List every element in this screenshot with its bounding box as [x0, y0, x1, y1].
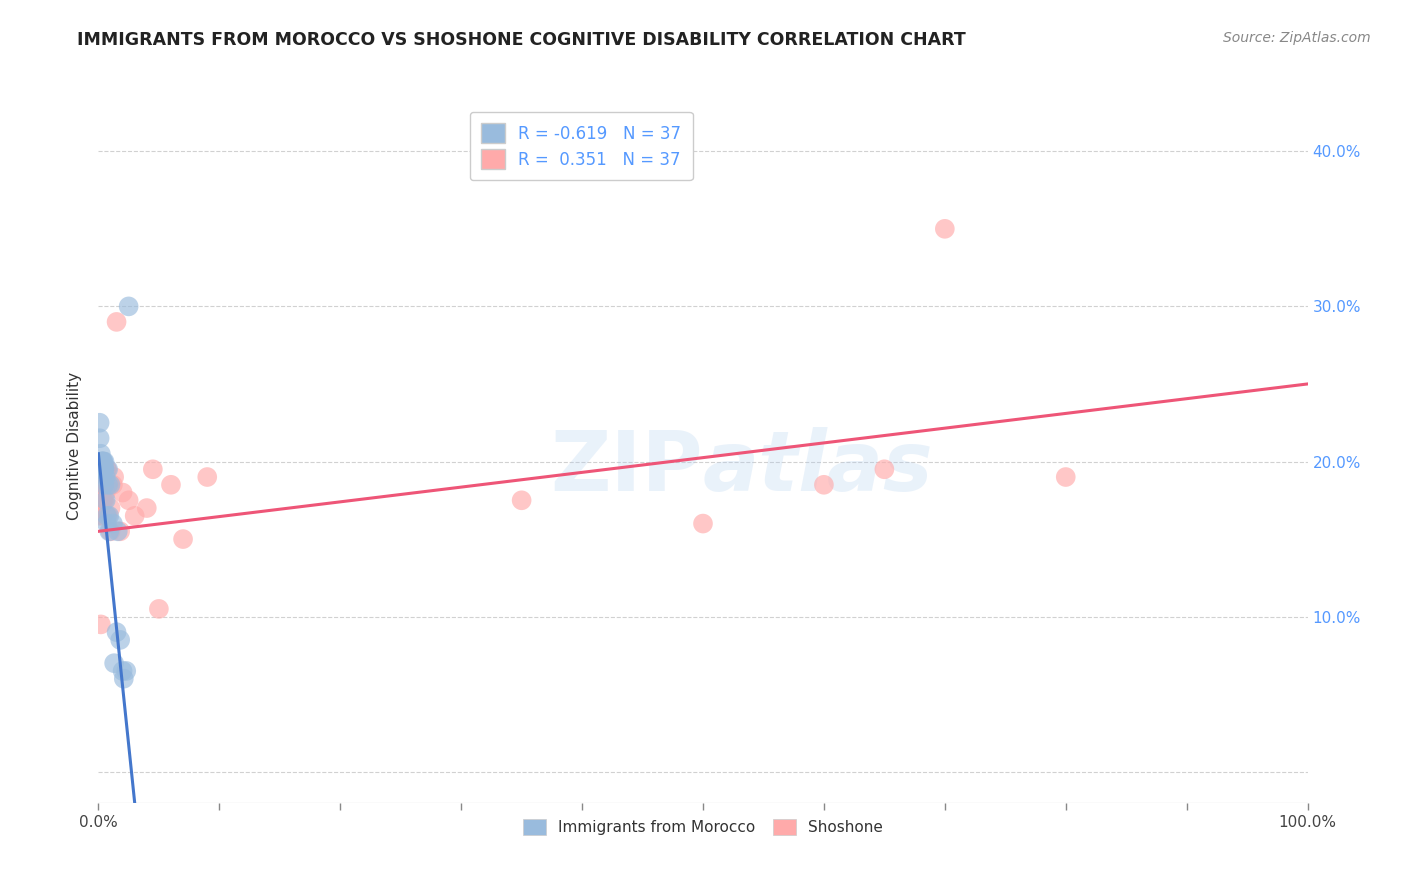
Point [105, 625, 128, 640]
Point [93, 493, 115, 508]
Point [100, 501, 122, 516]
Point [98, 477, 121, 491]
Point [934, 222, 956, 236]
Point [105, 315, 128, 329]
Point [98, 524, 121, 539]
Point [91, 462, 114, 476]
Point [97, 462, 120, 476]
Point [91, 508, 114, 523]
Point [813, 477, 835, 491]
Point [97, 477, 120, 491]
Point [91, 454, 114, 468]
Point [91, 454, 114, 468]
Point [108, 524, 131, 539]
Point [1054, 470, 1077, 484]
Point [96, 516, 118, 531]
Point [90, 462, 112, 476]
Point [91, 477, 114, 491]
Point [103, 470, 125, 484]
Point [91, 462, 114, 476]
Point [101, 477, 124, 491]
Point [135, 501, 157, 516]
Point [97, 508, 120, 523]
Point [93, 477, 115, 491]
Point [90, 454, 112, 468]
Point [94, 493, 117, 508]
Point [96, 508, 118, 523]
Point [692, 516, 714, 531]
Point [93, 462, 115, 476]
Legend: Immigrants from Morocco, Shoshone: Immigrants from Morocco, Shoshone [516, 814, 890, 841]
Point [96, 462, 118, 476]
Text: atlas: atlas [703, 427, 934, 508]
Y-axis label: Cognitive Disability: Cognitive Disability [67, 372, 83, 520]
Point [89, 416, 111, 430]
Point [94, 485, 117, 500]
Point [91, 454, 114, 468]
Point [91, 493, 114, 508]
Point [91, 462, 114, 476]
Point [98, 508, 121, 523]
Point [111, 664, 134, 678]
Point [91, 477, 114, 491]
Point [172, 532, 194, 546]
Point [91, 462, 114, 476]
Point [115, 664, 138, 678]
Point [160, 477, 183, 491]
Point [96, 462, 118, 476]
Point [148, 602, 170, 616]
Point [118, 493, 141, 508]
Point [94, 470, 117, 484]
Point [195, 470, 218, 484]
Point [111, 485, 134, 500]
Point [89, 431, 111, 445]
Point [91, 462, 114, 476]
Point [103, 656, 125, 670]
Point [107, 524, 129, 539]
Point [93, 454, 115, 468]
Point [112, 672, 135, 686]
Point [142, 462, 165, 476]
Point [100, 477, 122, 491]
Text: IMMIGRANTS FROM MOROCCO VS SHOSHONE COGNITIVE DISABILITY CORRELATION CHART: IMMIGRANTS FROM MOROCCO VS SHOSHONE COGN… [77, 31, 966, 49]
Point [90, 617, 112, 632]
Text: ZIP: ZIP [551, 427, 703, 508]
Point [90, 447, 112, 461]
Point [108, 632, 131, 647]
Point [91, 493, 114, 508]
Text: Source: ZipAtlas.com: Source: ZipAtlas.com [1223, 31, 1371, 45]
Point [510, 493, 533, 508]
Point [91, 454, 114, 468]
Point [873, 462, 896, 476]
Point [89, 508, 111, 523]
Point [124, 508, 146, 523]
Point [93, 462, 115, 476]
Point [101, 516, 124, 531]
Point [94, 477, 117, 491]
Point [118, 299, 141, 313]
Point [93, 462, 115, 476]
Point [100, 524, 122, 539]
Point [90, 501, 112, 516]
Point [91, 462, 114, 476]
